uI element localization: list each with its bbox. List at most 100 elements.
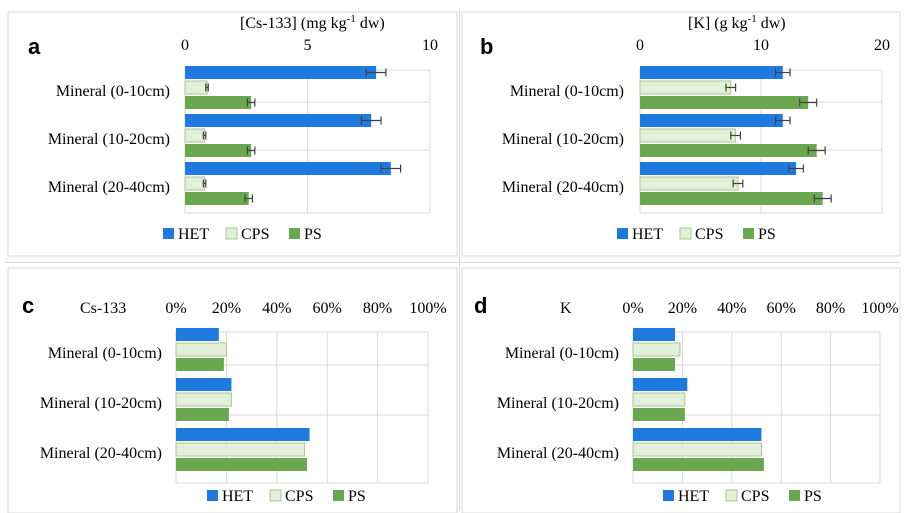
bar-het <box>185 162 391 175</box>
bar-cps <box>632 392 686 407</box>
bar-ps <box>640 96 809 109</box>
panel-border <box>7 11 458 257</box>
category-label: Mineral (10-20cm) <box>48 131 170 148</box>
bar-het <box>640 66 783 79</box>
panel-border <box>461 267 901 513</box>
panel-letter: a <box>28 34 41 59</box>
panel-letter: d <box>474 293 487 318</box>
chart-title-tail: dw) <box>757 15 786 32</box>
legend-label-cps: CPS <box>285 488 313 505</box>
legend-label-ps: PS <box>348 488 366 505</box>
bar-ps <box>633 358 675 371</box>
legend-swatch-het <box>207 490 218 501</box>
x-tick-label: 40% <box>717 300 746 317</box>
chart-title-superscript: -1 <box>748 13 757 25</box>
bar-ps <box>176 358 224 371</box>
bar-cps <box>632 442 762 457</box>
x-tick-label: 100% <box>409 300 446 317</box>
x-tick-label: 10 <box>422 37 438 54</box>
bar-ps <box>640 192 823 205</box>
category-label: Mineral (0-10cm) <box>505 345 619 362</box>
bar-cps <box>639 176 739 191</box>
panel-letter: c <box>22 293 34 318</box>
legend-swatch-cps <box>269 489 282 502</box>
legend-swatch-cps <box>725 489 738 502</box>
x-tick-label: 80% <box>816 300 845 317</box>
legend-swatch-ps <box>333 490 344 501</box>
bar-het <box>633 378 688 391</box>
bar-cps <box>184 80 208 95</box>
legend-label-cps: CPS <box>695 226 723 243</box>
panel-letter: b <box>480 34 493 59</box>
category-label: Mineral (20-40cm) <box>497 445 619 462</box>
legend-swatch-het <box>163 228 174 239</box>
legend-swatch-cps <box>225 227 238 240</box>
chart-panel-a: a [Cs-133] (mg kg-1 dw) 0 5 10 Mineral (0-10c… <box>7 11 458 257</box>
bar-ps <box>185 144 252 157</box>
chart-title: Cs-133 <box>80 300 126 317</box>
bar-cps <box>639 80 732 95</box>
category-label: Mineral (0-10cm) <box>48 345 162 362</box>
category-label: Mineral (20-40cm) <box>48 179 170 196</box>
category-label: Mineral (10-20cm) <box>40 395 162 412</box>
bar-het <box>185 114 372 127</box>
category-label: Mineral (10-20cm) <box>502 131 624 148</box>
bar-het <box>176 378 232 391</box>
x-tick-label: 10 <box>753 37 769 54</box>
legend-label-het: HET <box>632 226 663 243</box>
legend-label-cps: CPS <box>241 226 269 243</box>
legend-label-het: HET <box>222 488 253 505</box>
chart-title-superscript: -1 <box>347 13 356 25</box>
category-label: Mineral (20-40cm) <box>502 179 624 196</box>
panel-border <box>7 267 458 513</box>
bar-cps <box>184 128 206 143</box>
bar-ps <box>185 192 249 205</box>
chart-title: [K] (g kg-1 dw) <box>688 13 786 32</box>
chart-title-main: Cs-133 <box>80 300 126 317</box>
bar-ps <box>176 458 308 471</box>
bar-het <box>185 66 377 79</box>
bar-ps <box>185 96 252 109</box>
x-tick-label: 60% <box>313 300 342 317</box>
x-tick-label: 20% <box>668 300 697 317</box>
chart-panel-d: d K 0% 20% 40% 60% 80% 100% Mineral (0-10cm) Mine… <box>461 267 901 513</box>
legend-swatch-het <box>663 490 674 501</box>
legend-swatch-het <box>617 228 628 239</box>
bar-het <box>633 328 675 341</box>
x-tick-label: 0% <box>165 300 186 317</box>
x-tick-label: 60% <box>767 300 796 317</box>
bar-het <box>640 162 797 175</box>
chart-title-main: [Cs-133] (mg kg <box>240 15 347 32</box>
bar-ps <box>633 408 685 421</box>
bar-het <box>176 328 219 341</box>
x-tick-label: 0 <box>181 37 189 54</box>
x-tick-label: 20 <box>874 37 890 54</box>
bar-cps <box>639 128 737 143</box>
bar-cps <box>632 342 681 357</box>
category-label: Mineral (0-10cm) <box>56 83 170 100</box>
x-tick-label: 5 <box>304 37 312 54</box>
horizontal-divider <box>5 262 900 263</box>
legend-label-het: HET <box>678 488 709 505</box>
legend-label-ps: PS <box>804 488 822 505</box>
bar-ps <box>633 458 764 471</box>
chart-panel-b: b [K] (g kg-1 dw) 0 10 20 Mineral (0-10cm) Min… <box>461 11 901 257</box>
vertical-divider <box>459 10 460 510</box>
chart-title-main: [K] (g kg <box>688 15 748 32</box>
x-tick-label: 20% <box>212 300 241 317</box>
legend-label-ps: PS <box>758 226 776 243</box>
legend-label-het: HET <box>178 226 209 243</box>
legend-label-ps: PS <box>304 226 322 243</box>
category-label: Mineral (20-40cm) <box>40 445 162 462</box>
chart-title: K <box>560 300 572 317</box>
chart-panel-c: c Cs-133 0% 20% 40% 60% 80% 100% Mineral (0-10cm… <box>7 267 458 513</box>
legend-swatch-ps <box>789 490 800 501</box>
legend-swatch-ps <box>743 228 754 239</box>
legend-label-cps: CPS <box>741 488 769 505</box>
bar-het <box>640 114 783 127</box>
bar-het <box>633 428 762 441</box>
chart-title: [Cs-133] (mg kg-1 dw) <box>240 13 385 32</box>
legend-swatch-cps <box>679 227 692 240</box>
bar-het <box>176 428 310 441</box>
bar-cps <box>184 176 206 191</box>
